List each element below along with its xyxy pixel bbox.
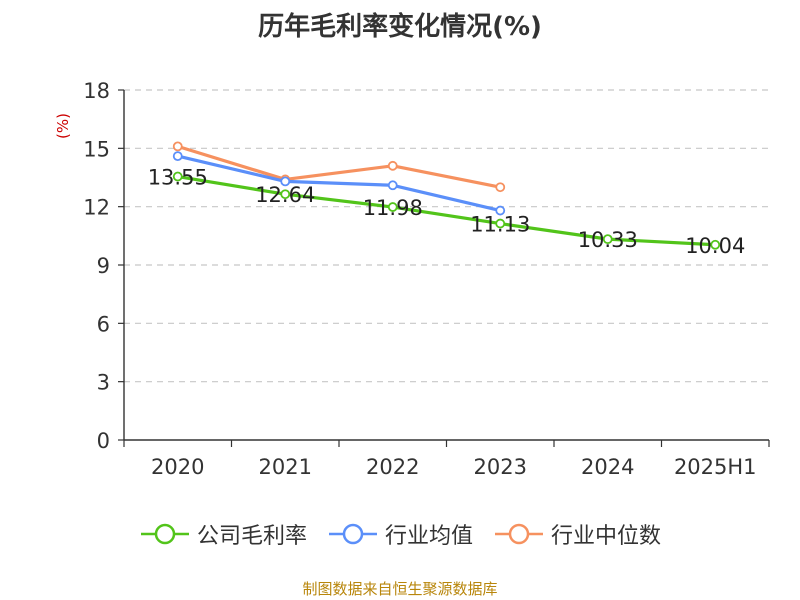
- y-tick-label: 18: [83, 79, 110, 103]
- data-label: 11.98: [363, 196, 423, 220]
- y-tick-label: 0: [97, 429, 110, 453]
- data-label: 12.64: [255, 183, 315, 207]
- data-labels: 13.55 12.64 11.98 11.13 10.33 10.04: [148, 166, 746, 258]
- legend-item[interactable]: 行业均值: [327, 518, 473, 550]
- y-tick-label: 6: [97, 312, 110, 336]
- legend-marker-icon: [495, 523, 543, 545]
- x-tick-label: 2023: [474, 455, 527, 479]
- data-point: [172, 151, 183, 162]
- data-label: 11.13: [470, 213, 530, 237]
- series-line: [177, 174, 716, 247]
- data-point: [495, 218, 506, 229]
- series-line: [177, 144, 501, 189]
- data-point: [172, 171, 183, 182]
- legend-label: 行业均值: [384, 524, 473, 549]
- chart-title: 历年毛利率变化情况(%): [258, 12, 542, 42]
- legend-marker-icon: [140, 523, 189, 545]
- data-point: [495, 182, 506, 193]
- y-axis-label: (%): [54, 113, 72, 139]
- legend-marker-icon: [328, 523, 377, 545]
- legend: 公司毛利率 行业均值 行业中位数: [0, 518, 800, 550]
- data-label: 13.55: [148, 166, 208, 190]
- data-point: [172, 141, 183, 152]
- x-tick-label: 2025H1: [674, 455, 757, 479]
- data-point: [495, 205, 506, 216]
- legend-label: 行业中位数: [551, 524, 662, 549]
- data-label: 10.04: [685, 234, 745, 258]
- legend-item[interactable]: 公司毛利率: [139, 518, 307, 550]
- line-chart: 0 3 6 9 12 15 18 2020 2021 2022 2023 2024 2025H1 (%)…: [54, 79, 770, 479]
- x-tick-label: 2021: [259, 455, 312, 479]
- data-point: [387, 202, 398, 212]
- y-tick-label: 15: [83, 137, 110, 161]
- y-tick-label: 3: [97, 371, 110, 395]
- data-label: 10.33: [578, 228, 638, 252]
- source-note: 制图数据来自恒生聚源数据库: [302, 580, 498, 598]
- data-point: [387, 180, 398, 191]
- data-point: [710, 239, 721, 250]
- x-tick-label: 2022: [366, 455, 419, 479]
- data-point: [280, 176, 291, 187]
- series-lines: [172, 141, 721, 250]
- legend-label: 公司毛利率: [196, 524, 307, 549]
- gridlines: [124, 89, 769, 383]
- data-point: [602, 234, 613, 245]
- data-point: [280, 189, 291, 200]
- axes: 0 3 6 9 12 15 18 2020 2021 2022 2023 2024 2025H1: [83, 79, 770, 479]
- data-point: [387, 160, 398, 171]
- legend-item[interactable]: 行业中位数: [493, 518, 661, 550]
- y-tick-label: 12: [83, 196, 110, 220]
- x-tick-label: 2020: [151, 455, 204, 479]
- x-tick-label: 2024: [581, 455, 634, 479]
- series-line: [177, 154, 501, 213]
- y-tick-label: 9: [97, 254, 110, 278]
